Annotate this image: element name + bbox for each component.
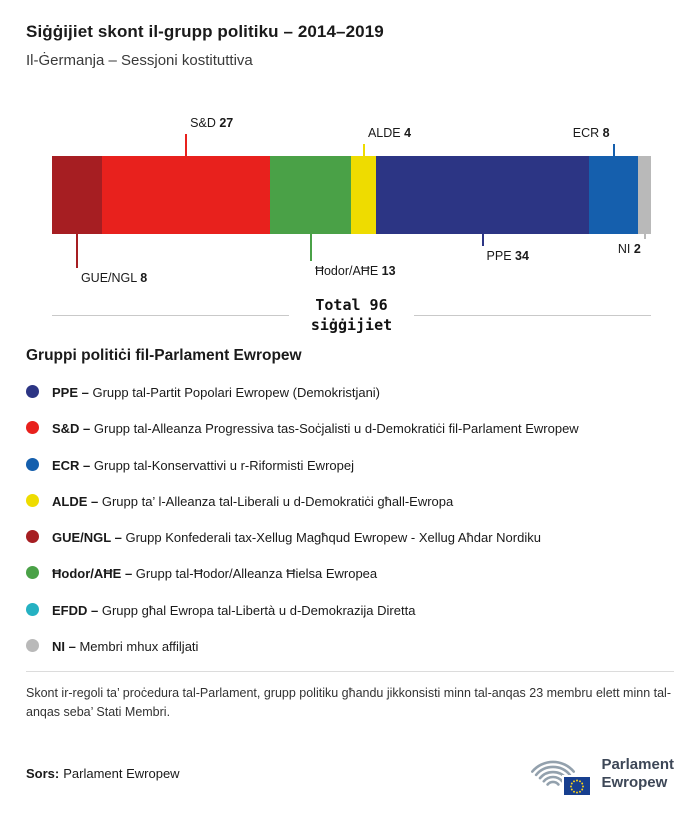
total-rule-left [52,315,289,316]
total-line1: Total 96 [315,296,388,314]
callout-line-s-d [185,134,188,156]
logo-line1: Parlament [601,756,674,774]
source-text: Parlament Ewropew [63,766,180,782]
legend-color-dot [26,457,39,471]
legend-color-dot [26,602,39,616]
callout-label-gue-ngl: GUE/NGL 8 [80,271,148,285]
total-rule-right [414,315,651,316]
callout-label-hodor-ahe: Ħodor/AĦE 13 [314,264,396,278]
seat-chart: GUE/NGL 8 S&D 27 Ħodor/AĦE 13 ALDE 4 PPE 34 E… [52,111,651,286]
callout-line-ppe [481,234,484,246]
legend-item-label: EFDD – Grupp għal Ewropa tal-Libertà u d… [52,602,416,618]
source-line: Sors: Parlament Ewropew [26,766,180,781]
bar-segment-ni[interactable] [638,156,651,234]
bar-segment-alde[interactable] [351,156,377,234]
legend-item-gue-ngl: GUE/NGL – Grupp Konfederali tax-Xellug M… [26,530,674,546]
legend-item-alde: ALDE – Grupp ta’ l-Alleanza tal-Liberali… [26,493,674,510]
callout-line-ecr [612,144,615,156]
bottom-row: Sors: Parlament Ewropew [26,749,674,799]
bar-segment-ecr[interactable] [588,156,639,234]
footer-divider [26,671,674,672]
callout-label-ecr: ECR 8 [572,126,610,140]
legend-heading: Gruppi politiċi fil-Parlament Ewropew [26,347,302,364]
page-title: Siġġijiet skont il-grupp politiku – 2014… [26,22,384,41]
legend-color-dot [26,566,39,580]
source-label: Sors: [26,766,60,782]
callout-label-alde: ALDE 4 [367,126,412,140]
parliament-hemicycle-icon [531,760,593,797]
legend-section: Gruppi politiċi fil-Parlament Ewropew PP… [26,347,674,655]
legend-item-label: S&D – Grupp tal-Alleanza Progressiva tas… [52,421,579,437]
legend-item-label: ECR – Grupp tal-Konservattivi u r-Riform… [52,457,354,473]
legend-item-label: Ħodor/AĦE – Grupp tal-Ħodor/Alleanza Ħie… [52,566,378,582]
total-seats-label: Total 96 siġġijiet [289,296,414,335]
callout-line-gue-ngl [75,234,78,268]
legend-item-label: NI – Membri mhux affiljati [52,638,199,654]
footnote: Skont ir-regoli ta’ proċedura tal-Parlam… [26,686,671,720]
legend-color-dot [26,530,39,543]
page-subtitle: Il-Ġermanja – Sessjoni kostituttiva [26,52,253,69]
legend-item-efdd: EFDD – Grupp għal Ewropa tal-Libertà u d… [26,602,674,619]
bar-segment-ppe[interactable] [376,156,589,234]
total-line2: siġġijiet [310,315,393,334]
bar-segment-s-d[interactable] [101,156,271,234]
legend-item-label: GUE/NGL – Grupp Konfederali tax-Xellug M… [52,530,541,545]
european-parliament-logo: Parlament Ewropew [529,749,674,799]
total-row: Total 96 siġġijiet [52,296,651,335]
logo-line2: Ewropew [601,773,668,791]
legend-color-dot [26,638,39,652]
legend-color-dot [26,421,39,435]
logo-wordmark: Parlament Ewropew [601,756,674,791]
callout-label-ni: NI 2 [617,242,641,256]
legend-item-ecr: ECR – Grupp tal-Konservattivi u r-Riform… [26,457,674,474]
callout-label-ppe: PPE 34 [486,249,529,263]
legend-color-dot [26,385,39,398]
callout-line-alde [362,144,365,156]
callout-line-hodor-ahe [309,234,312,261]
legend-item-s-d: S&D – Grupp tal-Alleanza Progressiva tas… [26,421,674,437]
legend-item-hodor-ahe: Ħodor/AĦE – Grupp tal-Ħodor/Alleanza Ħie… [26,566,674,582]
bar-segment-hodor-ahe[interactable] [270,156,352,234]
legend-item-label: PPE – Grupp tal-Partit Popolari Ewropew … [52,385,381,400]
legend-color-dot [26,493,39,507]
callout-line-ni [643,234,646,239]
legend-item-ppe: PPE – Grupp tal-Partit Popolari Ewropew … [26,385,674,401]
callout-label-s-d: S&D 27 [190,116,234,130]
stacked-bar [52,156,651,234]
legend-item-ni: NI – Membri mhux affiljati [26,638,674,655]
legend-item-label: ALDE – Grupp ta’ l-Alleanza tal-Liberali… [52,493,454,509]
bar-segment-gue-ngl[interactable] [52,156,102,234]
legend-list: PPE – Grupp tal-Partit Popolari Ewropew … [26,385,674,655]
